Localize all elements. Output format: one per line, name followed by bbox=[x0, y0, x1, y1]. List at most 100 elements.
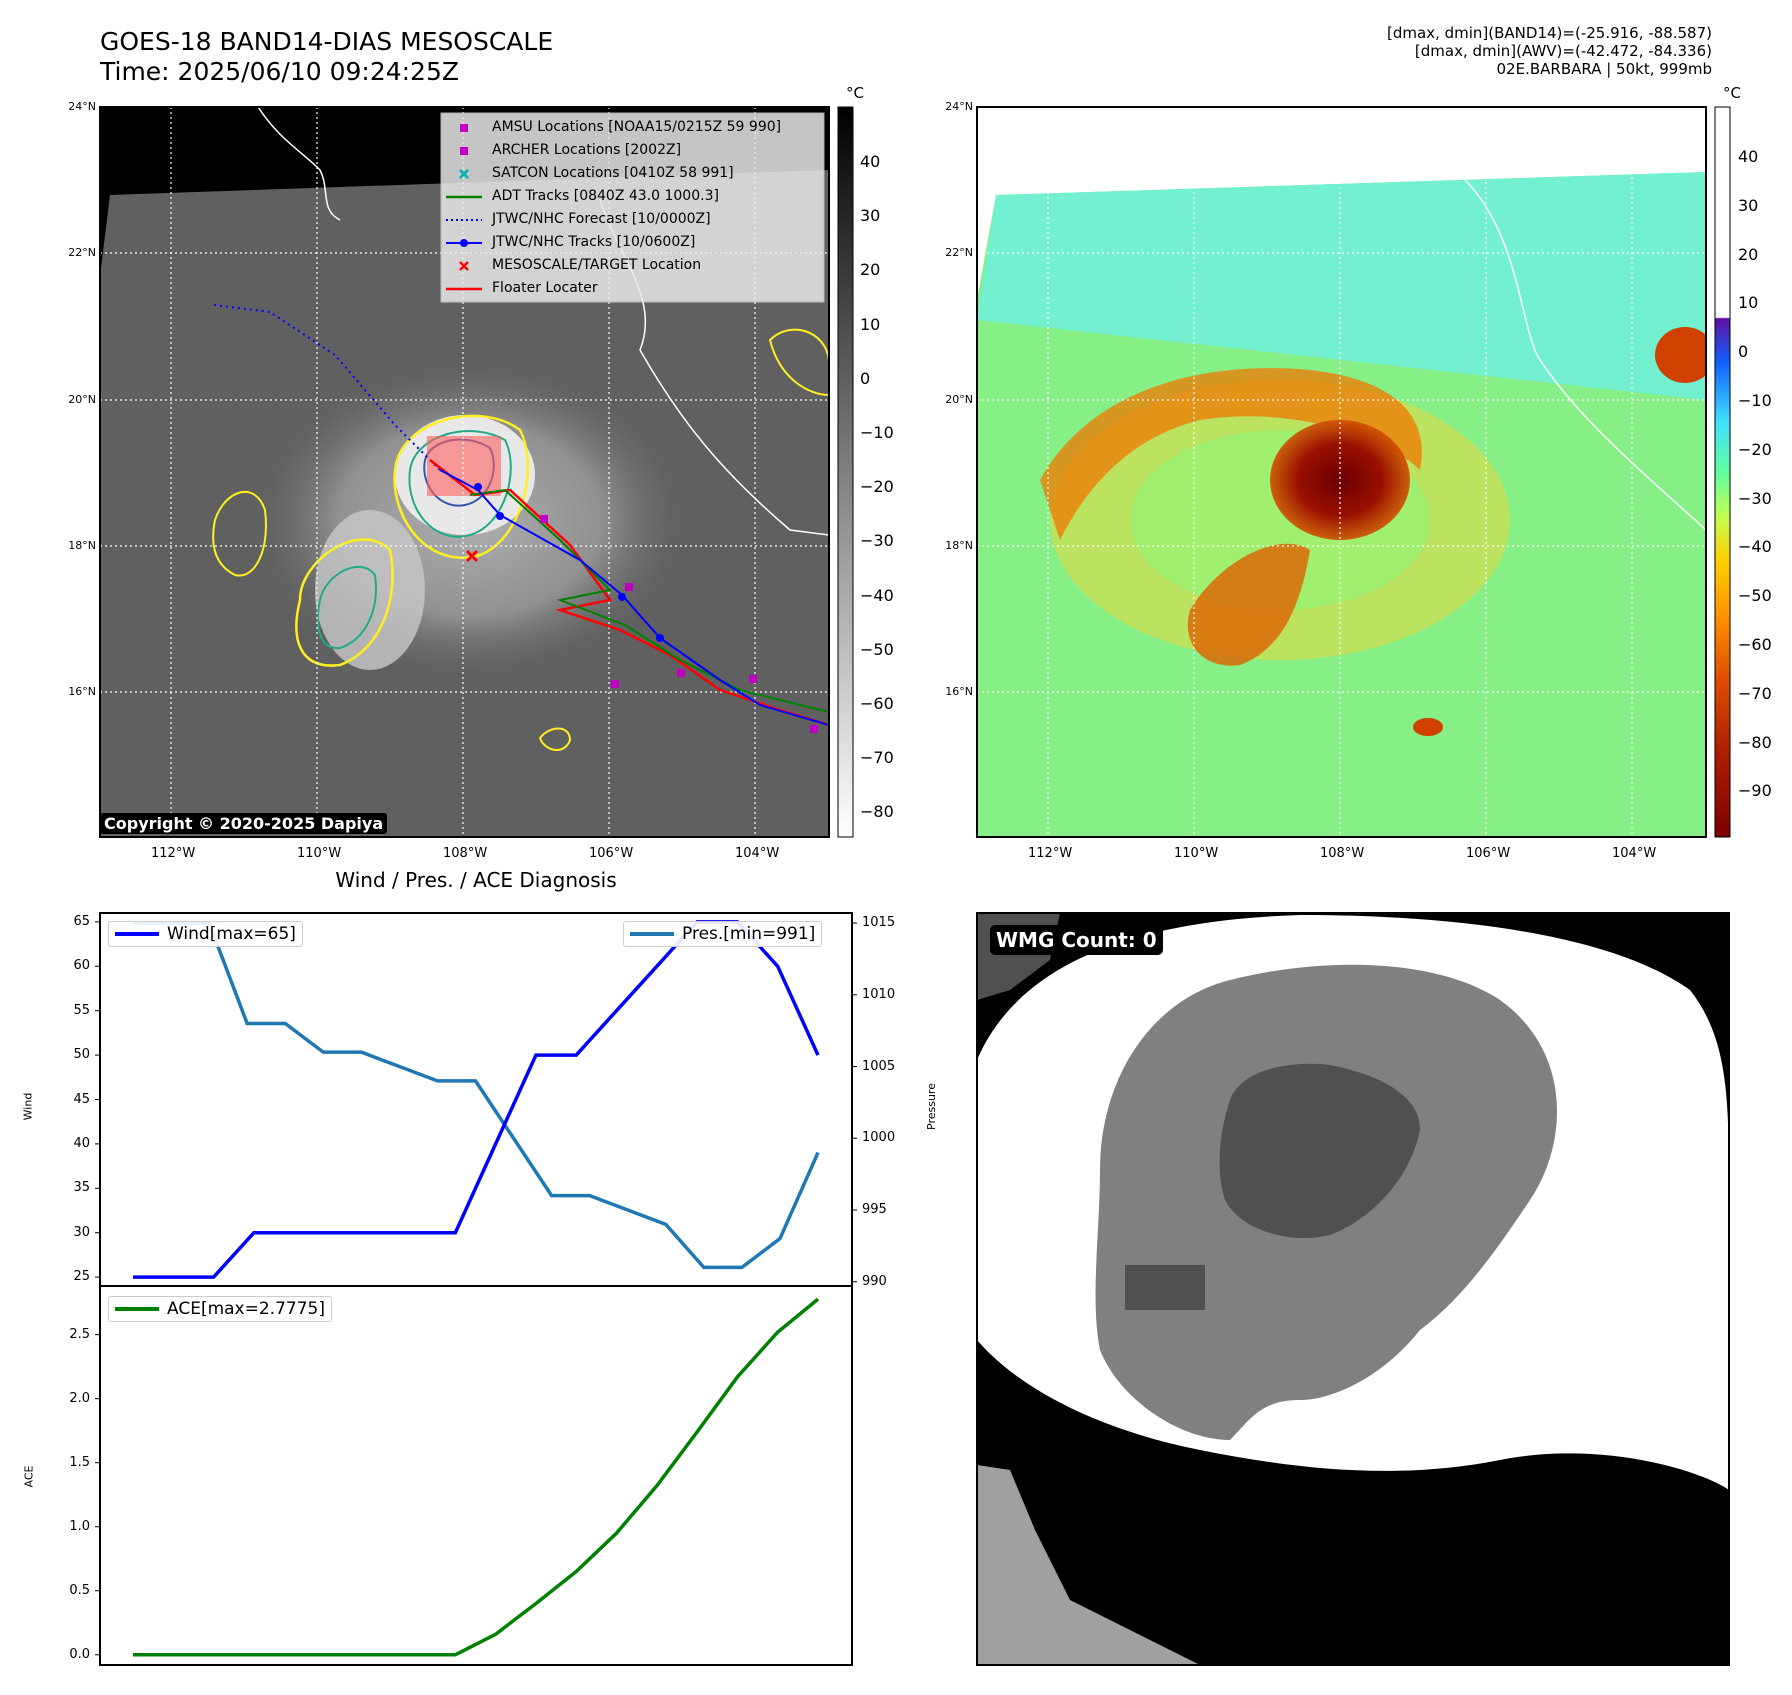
rainband bbox=[315, 510, 425, 670]
wind-tick-label: 40 bbox=[73, 1135, 90, 1151]
lat-label: 22°N bbox=[68, 246, 96, 259]
ir-colorbar-tick: −40 bbox=[860, 585, 894, 605]
legend-marker-x bbox=[459, 261, 469, 271]
awv-map bbox=[977, 107, 1706, 837]
lon-label: 108°W bbox=[1320, 846, 1365, 861]
wind-tick-label: 35 bbox=[73, 1180, 90, 1196]
ir-colorbar-tick: −30 bbox=[860, 531, 894, 551]
ace-tick-label: 2.5 bbox=[69, 1326, 90, 1342]
wind-axis-label: Wind bbox=[21, 1092, 35, 1121]
ir-colorbar-tick: −10 bbox=[860, 423, 894, 442]
contour-band-inner bbox=[316, 565, 377, 650]
lat-label: 24°N bbox=[68, 100, 96, 113]
awv-coastline bbox=[1459, 174, 1706, 531]
wind-legend-swatch bbox=[115, 932, 159, 936]
ir-colorbar-tick: 40 bbox=[860, 152, 881, 171]
wmg-light-gray-sw bbox=[977, 1465, 1200, 1665]
lon-label: 112°W bbox=[151, 846, 196, 861]
awv-colorbar-tick: −20 bbox=[1738, 439, 1772, 459]
target-marker bbox=[465, 549, 479, 563]
legend-label: ARCHER Locations [2002Z] bbox=[492, 142, 682, 158]
legend-label: Floater Locater bbox=[492, 280, 598, 296]
ir-colorbar-tick: −50 bbox=[860, 639, 894, 659]
ace-tick-label: 0.5 bbox=[69, 1582, 90, 1598]
pres-legend: Pres.[min=991] bbox=[623, 921, 823, 947]
pres-tick-label: 1000 bbox=[862, 1130, 896, 1146]
awv-gridlines bbox=[977, 107, 1706, 837]
ace-legend-label: ACE[max=2.7775] bbox=[167, 1299, 325, 1319]
wind-pres-frame bbox=[99, 912, 853, 1287]
legend-label: ADT Tracks [0840Z 43.0 1000.3] bbox=[492, 188, 719, 204]
lon-label: 104°W bbox=[1612, 846, 1657, 861]
contour-band bbox=[295, 538, 394, 667]
legend-marker-x bbox=[459, 169, 469, 179]
legend-label: MESOSCALE/TARGET Location bbox=[492, 257, 702, 273]
ir-colorbar-tick: −20 bbox=[860, 477, 894, 497]
ir-colorbar-tick: 20 bbox=[860, 260, 881, 280]
title-line-2: Time: 2025/06/10 09:24:25Z bbox=[100, 57, 459, 86]
contour-small bbox=[538, 727, 572, 751]
wind-tick-label: 60 bbox=[73, 958, 90, 974]
wind-tick-label: 45 bbox=[73, 1091, 90, 1107]
legend-label: SATCON Locations [0410Z 58 991] bbox=[492, 165, 734, 181]
lat-label: 24°N bbox=[945, 100, 973, 113]
wind-tick-label: 55 bbox=[73, 1002, 90, 1018]
awv-small-feature bbox=[1413, 718, 1443, 736]
legend-marker-dot bbox=[460, 239, 468, 247]
lat-label: 20°N bbox=[68, 393, 96, 406]
awv-colorbar-tick: −80 bbox=[1738, 732, 1772, 752]
diagnosis-title: Wind / Pres. / ACE Diagnosis bbox=[335, 868, 617, 892]
lat-label: 18°N bbox=[68, 539, 96, 552]
legend-marker-square bbox=[460, 124, 468, 132]
ace-plot bbox=[95, 1297, 820, 1657]
contour-ne bbox=[768, 328, 829, 397]
ir-colorbar-tick: 0 bbox=[860, 368, 871, 388]
awv-colorbar-tick: −10 bbox=[1738, 391, 1772, 410]
copyright-label: Copyright © 2020-2025 Dapiya bbox=[100, 813, 388, 834]
ir-colorbar-unit: °C bbox=[846, 84, 864, 102]
wmg-dark-patch bbox=[1125, 1265, 1205, 1310]
awv-southern-band bbox=[1187, 543, 1310, 666]
storm-info: [dmax, dmin](BAND14)=(-25.916, -88.587) … bbox=[1012, 24, 1712, 78]
pres-tick-label: 990 bbox=[862, 1273, 887, 1289]
awv-ne-feature bbox=[1655, 327, 1706, 383]
awv-colorbar-tick: −60 bbox=[1738, 635, 1772, 654]
ir-colorbar-tick: −70 bbox=[860, 748, 894, 768]
figure-title: GOES-18 BAND14-DIAS MESOSCALE Time: 2025… bbox=[100, 27, 553, 87]
ace-legend: ACE[max=2.7775] bbox=[108, 1296, 332, 1322]
pres-legend-label: Pres.[min=991] bbox=[682, 924, 816, 944]
contour-mid bbox=[408, 430, 512, 538]
title-line-1: GOES-18 BAND14-DIAS MESOSCALE bbox=[100, 27, 554, 56]
ace-tick-label: 2.0 bbox=[69, 1390, 90, 1406]
awv-colorbar-tick: −70 bbox=[1738, 683, 1772, 703]
pres-tick-label: 1010 bbox=[862, 986, 896, 1002]
ace-axis-label: ACE bbox=[22, 1465, 36, 1488]
jtwc-track-points bbox=[474, 483, 664, 642]
awv-colorbar-tick: −90 bbox=[1738, 781, 1772, 801]
awv-colorbar-tick: 10 bbox=[1738, 293, 1759, 313]
awv-colorbar bbox=[1714, 106, 1731, 838]
ir-colorbar bbox=[837, 106, 854, 838]
pressure-axis-label: Pressure bbox=[924, 1083, 938, 1130]
lon-label: 106°W bbox=[1466, 846, 1511, 861]
wmg-count-label: WMG Count: 0 bbox=[990, 925, 1163, 955]
awv-colorbar-tick: −30 bbox=[1738, 488, 1772, 508]
ir-colorbar-tick: 30 bbox=[860, 206, 881, 226]
awv-colorbar-tick: −50 bbox=[1738, 586, 1772, 606]
lon-label: 110°W bbox=[1174, 846, 1219, 861]
wind-tick-label: 50 bbox=[73, 1047, 90, 1063]
wind-legend-label: Wind[max=65] bbox=[167, 924, 296, 944]
awv-colorbar-unit: °C bbox=[1723, 84, 1741, 102]
lon-label: 104°W bbox=[735, 846, 780, 861]
ace-frame bbox=[99, 1285, 853, 1666]
awv-colorbar-tick: −40 bbox=[1738, 537, 1772, 557]
wind-tick-label: 25 bbox=[73, 1269, 90, 1285]
wind-tick-label: 65 bbox=[73, 913, 90, 929]
amsu-archer-markers bbox=[540, 515, 818, 733]
lat-label: 16°N bbox=[68, 685, 96, 698]
lon-label: 106°W bbox=[589, 846, 634, 861]
ir-colorbar-tick: 10 bbox=[860, 314, 881, 334]
lat-label: 18°N bbox=[945, 539, 973, 552]
legend-box bbox=[440, 112, 825, 303]
wmg-dark-core bbox=[1219, 1063, 1420, 1239]
